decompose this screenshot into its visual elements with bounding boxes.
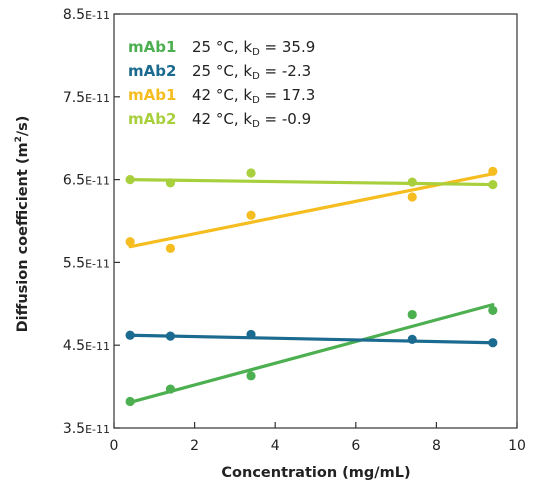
y-axis-title-end: /s) bbox=[15, 116, 31, 137]
y-tick-mantissa-1: 4.5 bbox=[63, 338, 85, 354]
point-s0-2 bbox=[246, 371, 256, 381]
point-s2-1 bbox=[165, 243, 176, 253]
point-s1-1 bbox=[165, 331, 176, 341]
legend-name-1: mAb2 bbox=[128, 62, 176, 80]
legend-kd-sub-0: D bbox=[252, 47, 260, 58]
legend-cond-2: 42 °C, kD = 17.3 bbox=[192, 86, 315, 106]
y-tick-exponent-1: E-11 bbox=[85, 340, 110, 353]
point-s0-0 bbox=[125, 396, 135, 407]
legend-name-3: mAb2 bbox=[128, 110, 176, 128]
point-s2-3 bbox=[407, 192, 417, 202]
ticks: 0 2 4 6 8 103.5E-114.5E-115.5E-116.5E-117.5E-… bbox=[63, 7, 526, 454]
legend-cond-text-1: 25 °C, k bbox=[192, 62, 252, 80]
legend-kd-sub-2: D bbox=[252, 95, 260, 106]
legend-kd-value-3: = -0.9 bbox=[260, 110, 311, 128]
y-tick-exponent-5: E-11 bbox=[85, 9, 110, 22]
y-tick-mantissa-0: 3.5 bbox=[63, 421, 85, 437]
fit-line-1 bbox=[128, 333, 495, 345]
x-tick-label-0: 0 bbox=[110, 438, 119, 454]
y-tick-label-3: 6.5E-11 bbox=[63, 173, 110, 189]
point-s3-0 bbox=[125, 175, 135, 185]
y-tick-label-2: 5.5E-11 bbox=[63, 255, 110, 271]
y-tick-exponent-3: E-11 bbox=[85, 175, 110, 188]
y-tick-exponent-4: E-11 bbox=[85, 92, 110, 105]
y-tick-exponent-0: E-11 bbox=[85, 423, 110, 436]
point-s2-2 bbox=[246, 210, 256, 220]
fit-line-2 bbox=[128, 172, 495, 249]
point-s3-1 bbox=[165, 178, 176, 188]
y-tick-label-5: 8.5E-11 bbox=[63, 7, 110, 23]
legend-cond-0: 25 °C, kD = 35.9 bbox=[192, 38, 315, 58]
data-points bbox=[125, 166, 498, 407]
legend-cond-1: 25 °C, kD = -2.3 bbox=[192, 62, 311, 82]
y-tick-label-0: 3.5E-11 bbox=[63, 421, 110, 437]
y-axis-title-main: Diffusion coefficient (m bbox=[15, 142, 31, 332]
point-s1-4 bbox=[488, 338, 498, 348]
point-s0-1 bbox=[165, 384, 176, 394]
point-s0-3 bbox=[407, 309, 417, 320]
legend-cond-text-3: 42 °C, k bbox=[192, 110, 252, 128]
fit-line-3 bbox=[128, 178, 495, 187]
plot-frame bbox=[113, 13, 518, 429]
point-s1-0 bbox=[125, 330, 135, 340]
x-tick-label-3: 6 bbox=[351, 438, 360, 454]
y-tick-label-4: 7.5E-11 bbox=[63, 90, 110, 106]
legend-cond-3: 42 °C, kD = -0.9 bbox=[192, 110, 311, 130]
x-tick-label-4: 8 bbox=[432, 438, 441, 454]
x-tick-label-1: 2 bbox=[190, 438, 199, 454]
legend-name-0: mAb1 bbox=[128, 38, 176, 56]
x-tick-label-2: 4 bbox=[271, 438, 280, 454]
point-s2-4 bbox=[488, 166, 498, 176]
fit-line-0 bbox=[128, 303, 495, 404]
x-tick-label-5: 10 bbox=[508, 438, 526, 454]
legend-kd-value-0: = 35.9 bbox=[260, 38, 316, 56]
x-axis-title: Concentration (mg/mL) bbox=[221, 465, 410, 481]
y-tick-exponent-2: E-11 bbox=[85, 257, 110, 270]
y-tick-mantissa-5: 8.5 bbox=[63, 7, 85, 23]
point-s3-2 bbox=[246, 168, 256, 178]
axes bbox=[113, 13, 518, 429]
y-tick-mantissa-4: 7.5 bbox=[63, 90, 85, 106]
y-axis-title: Diffusion coefficient (m2/s) bbox=[14, 116, 31, 333]
fit-lines bbox=[128, 172, 495, 404]
legend-name-2: mAb1 bbox=[128, 86, 176, 104]
point-s3-4 bbox=[488, 179, 498, 190]
point-s3-3 bbox=[407, 177, 417, 187]
point-s1-3 bbox=[407, 334, 417, 345]
legend-kd-value-2: = 17.3 bbox=[260, 86, 316, 104]
y-tick-mantissa-2: 5.5 bbox=[63, 255, 85, 271]
point-s2-0 bbox=[125, 237, 135, 247]
legend-kd-value-1: = -2.3 bbox=[260, 62, 311, 80]
legend-cond-text-0: 25 °C, k bbox=[192, 38, 252, 56]
y-axis-title-sup: 2 bbox=[14, 136, 24, 142]
point-s0-4 bbox=[488, 305, 498, 316]
point-s1-2 bbox=[246, 329, 256, 340]
y-tick-mantissa-3: 6.5 bbox=[63, 173, 85, 189]
legend-kd-sub-1: D bbox=[252, 71, 260, 82]
y-tick-label-1: 4.5E-11 bbox=[63, 338, 110, 354]
legend-kd-sub-3: D bbox=[252, 119, 260, 130]
legend-cond-text-2: 42 °C, k bbox=[192, 86, 252, 104]
